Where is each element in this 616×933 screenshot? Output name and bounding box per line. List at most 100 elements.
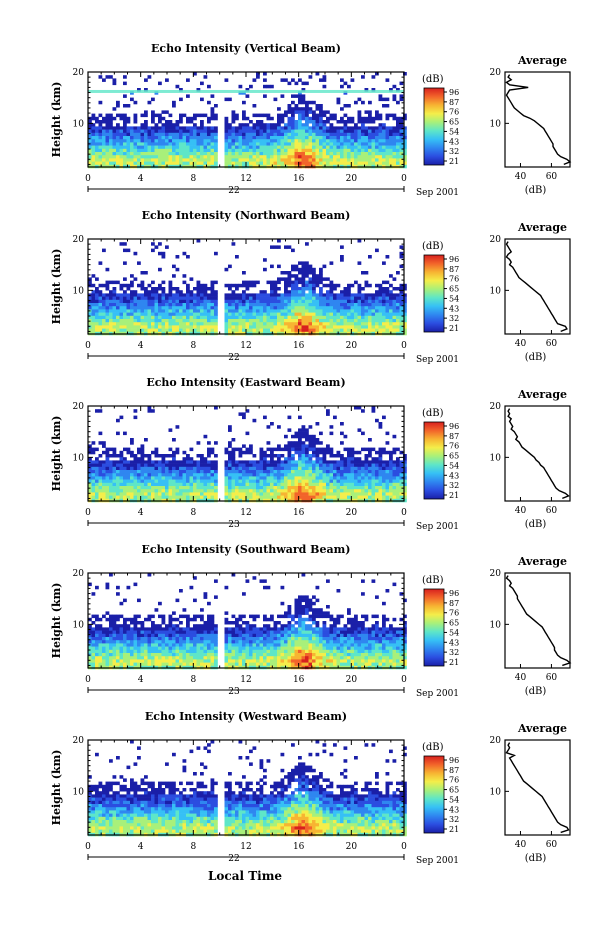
heatmap-cell [214,489,218,493]
heatmap-cell [365,486,369,490]
heatmap-cell [263,464,267,468]
heatmap-cell [246,155,250,159]
heatmap-cell [130,303,134,307]
heatmap-cell [305,287,309,291]
heatmap-cell [242,489,246,493]
heatmap-cell [260,464,264,468]
heatmap-cell [347,149,351,153]
heatmap-cell [288,271,292,275]
heatmap-cell [176,470,180,474]
heatmap-cell [200,460,204,464]
heatmap-cell [358,306,362,310]
heatmap-cell [368,448,372,452]
heatmap-cell [340,133,344,137]
heatmap-cell [400,245,404,249]
heatmap-cell [351,133,355,137]
heatmap-cell [340,146,344,150]
profile-x-tick-label: 60 [546,172,558,182]
heatmap-cell [148,300,152,304]
heatmap-cell [305,136,309,140]
heatmap-cell [176,329,180,333]
heatmap-cell [176,473,180,477]
heatmap-cell [183,274,187,278]
heatmap-cell [200,136,204,140]
heatmap-cell [120,467,124,471]
heatmap-cell [270,451,274,455]
heatmap-cell [123,104,127,108]
heatmap-cell [368,313,372,317]
heatmap-cell [158,155,162,159]
heatmap-cell [288,155,292,159]
heatmap-cell [260,142,264,146]
heatmap-cell [246,136,250,140]
heatmap-cell [372,464,376,468]
heatmap-cell [246,123,250,127]
heatmap-cell [95,158,99,162]
heatmap-cell [291,300,295,304]
heatmap-cell [116,123,120,127]
heatmap-cell [295,300,299,304]
heatmap-cell [379,473,383,477]
heatmap-cell [295,464,299,468]
heatmap-cell [347,473,351,477]
heatmap-cell [330,146,334,150]
heatmap-cell [109,162,113,166]
heatmap-cell [102,325,106,329]
heatmap-cell [316,117,320,121]
heatmap-cell [127,120,131,124]
heatmap-cell [134,313,138,317]
heatmap-cell [176,126,180,129]
heatmap-cell [277,155,281,159]
heatmap-cell [106,640,110,644]
heatmap-cell [95,476,99,480]
heatmap-cell [120,142,124,146]
heatmap-cell [340,300,344,304]
heatmap-cell [256,480,260,484]
heatmap-cell [284,316,288,320]
heatmap-cell [270,149,274,153]
heatmap-cell [158,483,162,487]
heatmap-cell [172,496,176,500]
heatmap-cell [319,464,323,468]
heatmap-cell [358,489,362,493]
heatmap-cell [165,149,169,153]
heatmap-cell [162,155,166,159]
heatmap-cell [92,451,96,455]
heatmap-cell [302,287,306,291]
heatmap-cell [106,126,110,129]
heatmap-cell [295,432,299,436]
heatmap-cell [155,146,159,150]
heatmap-cell [106,309,110,313]
heatmap-cell [298,155,302,159]
heatmap-cell [298,460,302,464]
heatmap-cell [242,309,246,313]
heatmap-cell [340,489,344,493]
heatmap-cell [288,130,292,134]
heatmap-cell [263,258,267,262]
heatmap-cell [270,492,274,496]
heatmap-cell [295,162,299,166]
heatmap-cell [141,492,145,496]
heatmap-cell [102,162,106,166]
heatmap-cell [263,319,267,323]
heatmap-cell [298,441,302,445]
heatmap-cell [228,306,232,310]
heatmap-cell [228,464,232,468]
heatmap-cell [179,492,183,496]
heatmap-cell [211,460,215,464]
heatmap-cell [235,303,239,307]
heatmap-cell [305,82,309,86]
heatmap-cell [116,297,120,301]
heatmap-cell [361,152,365,156]
heatmap-cell [347,492,351,496]
heatmap-cell [291,325,295,329]
heatmap-cell [337,136,341,140]
heatmap-cell [239,486,243,490]
heatmap-cell [127,322,131,326]
heatmap-cell [267,126,271,129]
y-tick-label: 10 [73,119,85,129]
heatmap-cell [386,489,390,493]
heatmap-cell [246,492,250,496]
heatmap-cell [323,470,327,474]
heatmap-cell [351,325,355,329]
